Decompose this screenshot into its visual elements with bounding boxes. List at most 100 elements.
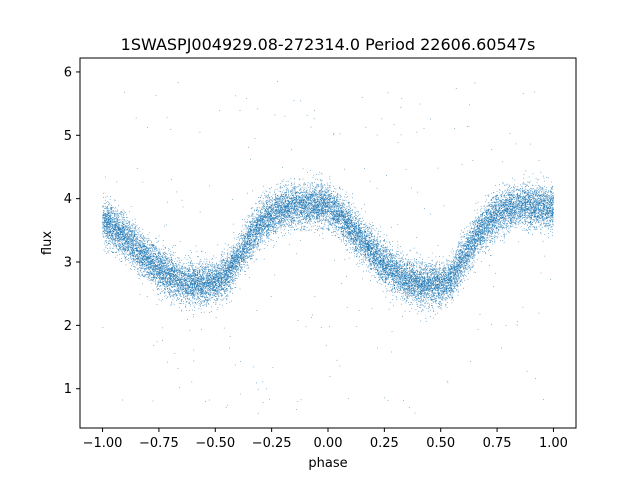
data-point bbox=[262, 232, 263, 234]
data-point bbox=[265, 388, 267, 390]
data-point bbox=[108, 217, 110, 219]
data-point bbox=[111, 217, 112, 219]
data-point bbox=[331, 218, 332, 219]
data-point bbox=[344, 228, 346, 230]
data-point bbox=[550, 228, 552, 230]
data-point bbox=[411, 287, 413, 288]
data-point bbox=[356, 256, 358, 257]
data-point bbox=[263, 233, 265, 235]
data-point bbox=[469, 234, 471, 236]
data-point bbox=[411, 289, 413, 291]
data-point bbox=[130, 259, 132, 260]
data-point bbox=[349, 219, 351, 220]
data-point bbox=[243, 249, 245, 250]
data-point bbox=[266, 205, 268, 207]
data-point bbox=[168, 284, 170, 285]
data-point bbox=[123, 252, 125, 254]
data-point bbox=[341, 207, 343, 209]
data-point bbox=[547, 227, 549, 229]
data-point bbox=[205, 294, 207, 295]
data-point bbox=[457, 291, 459, 293]
data-point bbox=[112, 226, 114, 228]
data-point bbox=[355, 229, 356, 231]
data-point bbox=[249, 252, 251, 254]
data-point bbox=[458, 263, 460, 265]
data-point bbox=[440, 281, 442, 283]
data-point bbox=[514, 197, 515, 198]
data-point bbox=[133, 256, 135, 257]
data-point bbox=[367, 227, 369, 228]
data-point bbox=[503, 218, 505, 220]
data-point bbox=[434, 288, 436, 289]
data-point bbox=[383, 252, 384, 254]
data-point bbox=[259, 229, 261, 230]
data-point bbox=[378, 255, 380, 257]
data-point bbox=[432, 298, 434, 300]
data-point bbox=[250, 239, 252, 240]
data-point bbox=[488, 228, 490, 230]
data-point bbox=[469, 269, 471, 271]
data-point bbox=[164, 263, 165, 265]
data-point bbox=[295, 198, 297, 200]
data-point bbox=[235, 267, 237, 269]
data-point bbox=[109, 210, 110, 212]
data-point bbox=[232, 264, 234, 266]
data-point bbox=[220, 273, 221, 274]
data-point bbox=[111, 239, 113, 241]
data-point bbox=[382, 247, 384, 248]
data-point bbox=[311, 226, 312, 228]
data-point bbox=[303, 217, 305, 219]
data-point bbox=[480, 240, 481, 242]
data-point bbox=[433, 297, 435, 299]
data-point bbox=[171, 283, 173, 285]
data-point bbox=[104, 217, 106, 219]
data-point bbox=[172, 280, 174, 282]
data-point bbox=[487, 245, 489, 247]
data-point bbox=[201, 312, 202, 313]
data-point bbox=[155, 257, 157, 259]
data-point bbox=[334, 202, 336, 203]
data-point bbox=[347, 218, 349, 220]
data-point bbox=[224, 292, 225, 293]
data-point bbox=[306, 226, 308, 228]
data-point bbox=[109, 204, 111, 206]
data-point bbox=[234, 263, 236, 264]
data-point bbox=[527, 208, 529, 210]
data-point bbox=[279, 209, 281, 211]
data-point bbox=[147, 234, 149, 236]
data-point bbox=[404, 272, 406, 274]
data-point bbox=[254, 235, 256, 237]
data-point bbox=[385, 265, 387, 267]
data-point bbox=[410, 281, 412, 283]
data-point bbox=[259, 216, 261, 218]
data-point bbox=[351, 224, 353, 226]
data-point bbox=[159, 278, 161, 280]
data-point bbox=[163, 253, 164, 255]
data-point bbox=[121, 237, 123, 238]
data-point bbox=[145, 268, 146, 269]
data-point bbox=[418, 272, 420, 273]
data-point bbox=[443, 297, 445, 299]
data-point bbox=[422, 280, 424, 282]
data-point bbox=[312, 216, 313, 217]
data-point bbox=[270, 230, 271, 231]
data-point bbox=[351, 240, 352, 242]
data-point bbox=[195, 278, 196, 280]
data-point bbox=[325, 200, 327, 202]
data-point bbox=[223, 279, 225, 281]
data-point bbox=[188, 274, 190, 276]
data-point bbox=[547, 214, 549, 215]
data-point bbox=[544, 214, 545, 216]
data-point bbox=[150, 267, 151, 268]
data-point bbox=[371, 269, 372, 271]
data-point bbox=[441, 288, 442, 290]
data-point bbox=[329, 212, 331, 214]
data-point bbox=[502, 222, 503, 224]
data-point bbox=[517, 218, 519, 220]
data-point bbox=[505, 216, 506, 217]
data-point bbox=[521, 207, 523, 209]
data-point bbox=[525, 192, 527, 194]
data-point bbox=[228, 286, 229, 287]
data-point bbox=[391, 264, 393, 265]
data-point bbox=[399, 279, 400, 281]
